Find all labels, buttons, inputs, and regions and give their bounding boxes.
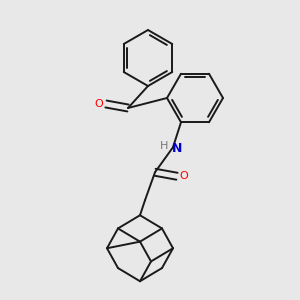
- Text: O: O: [94, 99, 103, 109]
- Text: O: O: [180, 171, 188, 181]
- Text: N: N: [172, 142, 182, 155]
- Text: H: H: [160, 141, 168, 151]
